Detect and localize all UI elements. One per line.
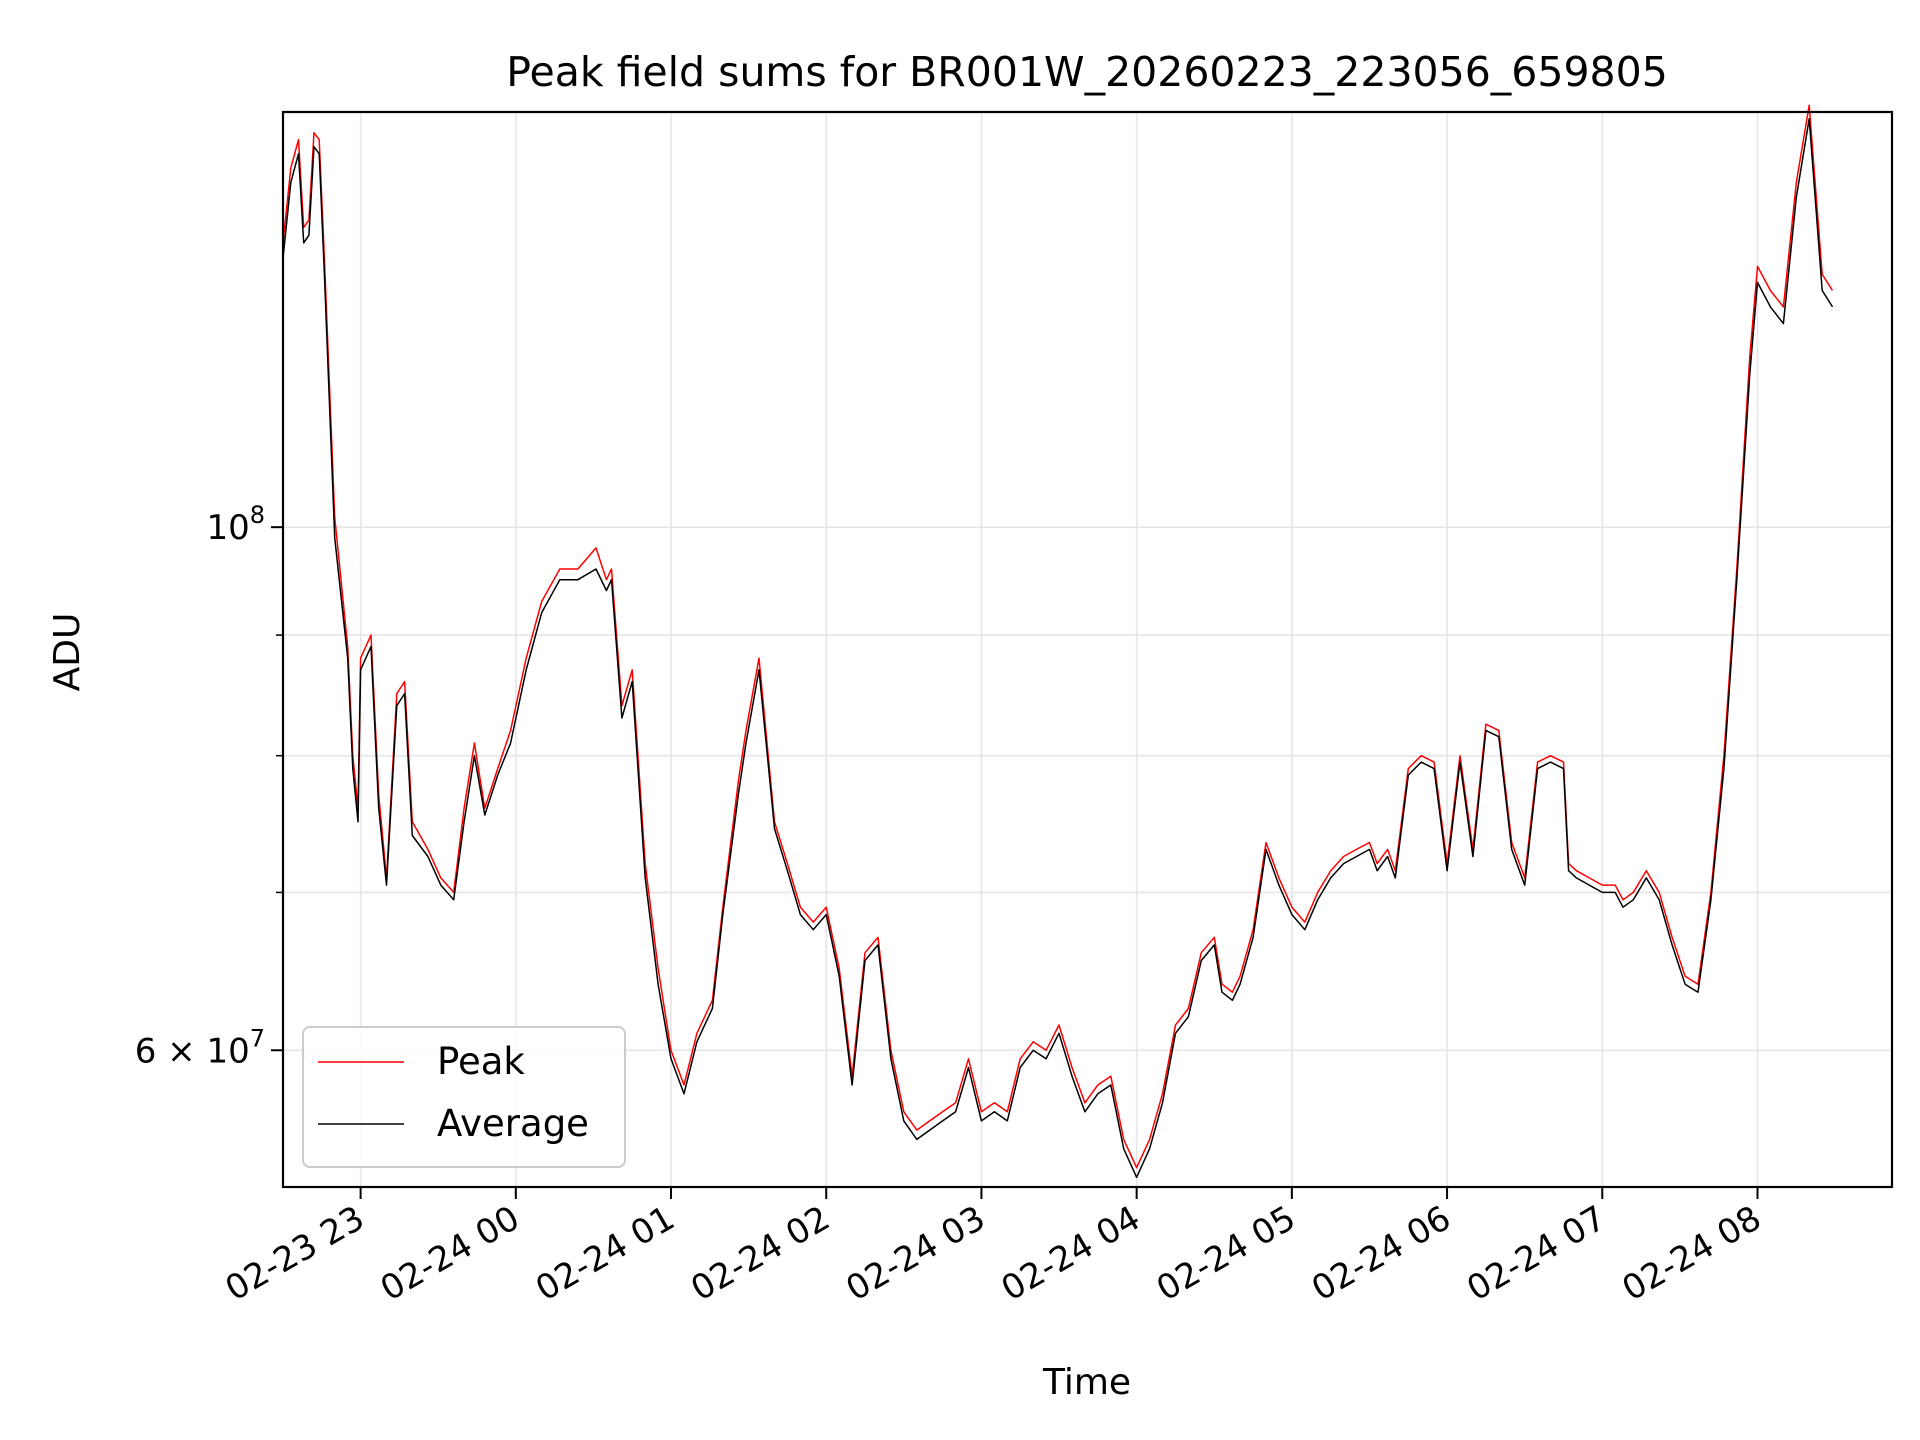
series-lines [282, 104, 1834, 1179]
legend-label-average: Average [437, 1102, 589, 1145]
y-axis-label: ADU [47, 613, 88, 692]
y-tick-label-base: 6 × 10 [135, 1031, 250, 1071]
legend: Peak Average [302, 1026, 626, 1168]
y-tick-label-exponent: 8 [250, 501, 265, 529]
grid-lines [283, 112, 1892, 1187]
legend-label-peak: Peak [437, 1040, 525, 1083]
y-tick-label: 108 [206, 501, 265, 548]
series-line-average [282, 118, 1834, 1179]
y-tick-label: 6 × 107 [135, 1024, 265, 1071]
y-axis-ticks: 108 6 × 107 [135, 501, 283, 1071]
chart-title: Peak field sums for BR001W_20260223_2230… [506, 48, 1668, 96]
plot-frame [281, 110, 1894, 1189]
x-axis-label: Time [1042, 1362, 1131, 1403]
y-tick-label-base: 10 [206, 508, 249, 548]
y-tick-label-exponent: 7 [250, 1024, 265, 1052]
